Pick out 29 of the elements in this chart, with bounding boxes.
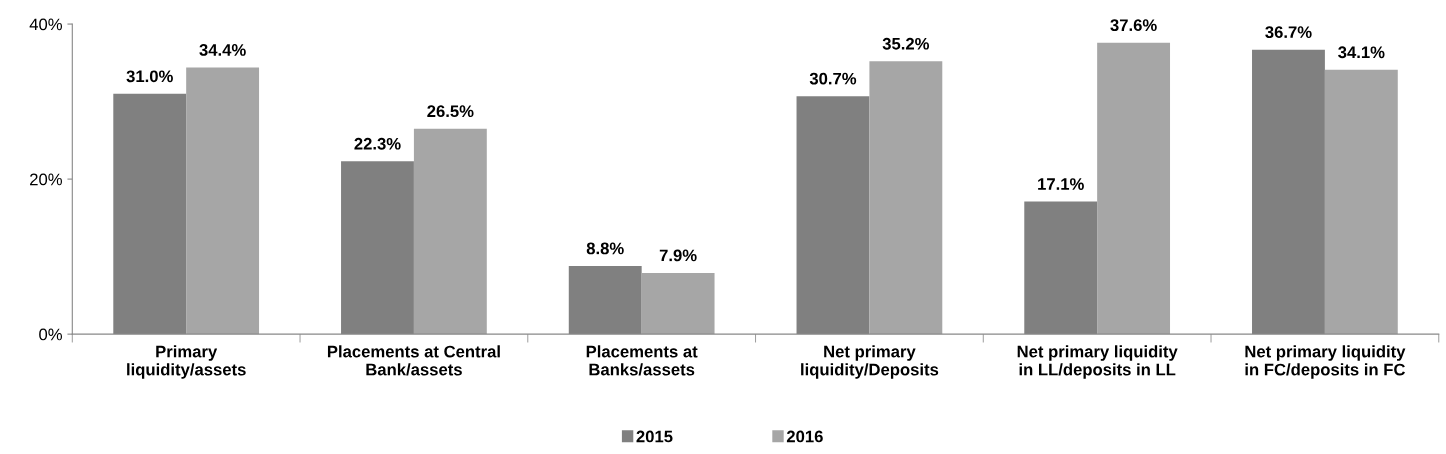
x-tick-label: Net primary liquidity in LL/deposits in LL: [1017, 345, 1178, 379]
data-label: 17.1%: [1038, 178, 1084, 190]
x-tick-label: Net primary liquidity in FC/deposits in FC: [1245, 345, 1406, 379]
bar: [869, 61, 943, 335]
bar: [413, 128, 487, 335]
data-label: 37.6%: [1110, 19, 1157, 32]
x-tick-label: Net primary liquidity/Deposits: [801, 345, 939, 379]
x-tick-label: Placements at Banks/assets: [586, 345, 698, 376]
data-label: 7.9%: [659, 249, 697, 262]
data-label: 8.8%: [586, 242, 624, 255]
data-label: 36.7%: [1265, 26, 1312, 39]
y-tick-label: 0%: [39, 328, 62, 341]
data-label: 34.1%: [1338, 46, 1385, 59]
data-label: 26.5%: [427, 105, 474, 118]
data-label: 34.4%: [199, 44, 246, 56]
data-label: 35.2%: [882, 37, 930, 50]
legend-label: 2015: [636, 430, 673, 443]
bar: [1097, 42, 1171, 335]
data-label: 31.0%: [126, 70, 173, 83]
bar: [1324, 69, 1398, 335]
legend-label: 2016: [786, 430, 823, 443]
x-tick-label: Primary liquidity/assets: [127, 345, 246, 379]
data-label: 30.7%: [809, 72, 857, 85]
x-tick-label: Placements at Central Bank/assets: [327, 345, 500, 376]
data-label: 22.3%: [354, 137, 401, 150]
y-tick-label: 40%: [29, 18, 62, 31]
bar: [641, 272, 715, 335]
y-tick-label: 20%: [30, 173, 62, 186]
bar: [186, 67, 260, 335]
